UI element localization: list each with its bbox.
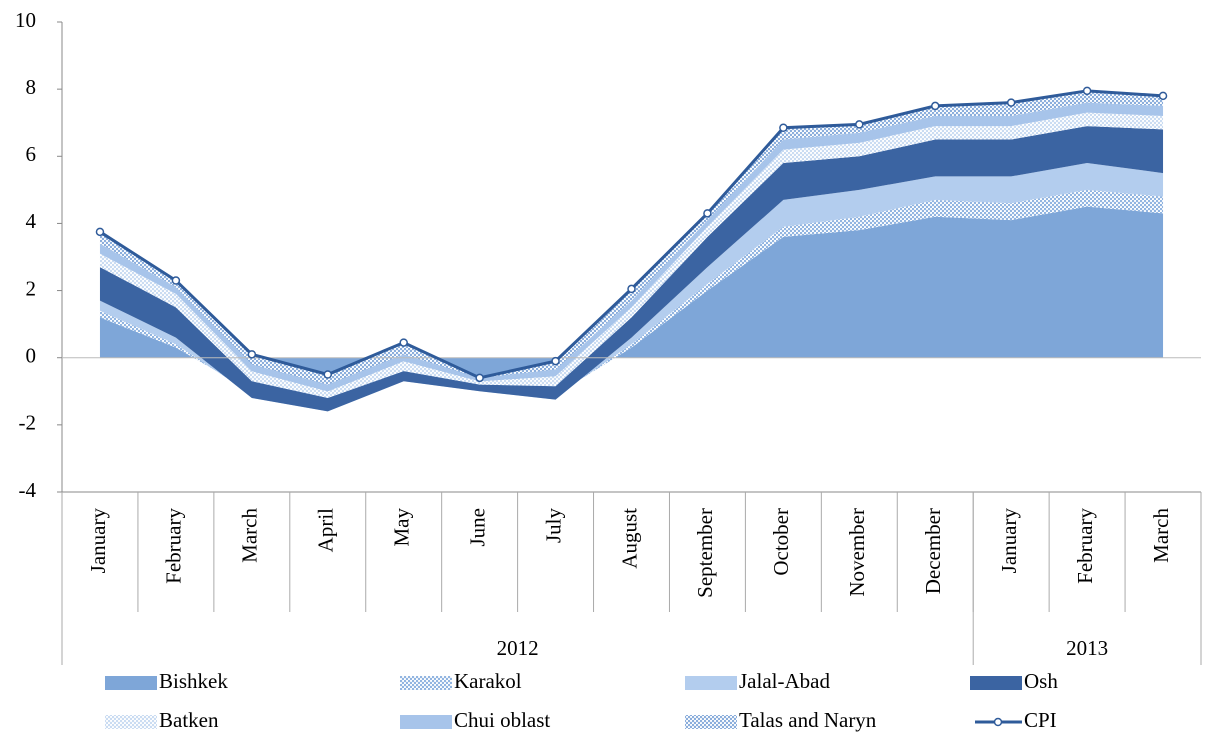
x-tick-label: December xyxy=(921,508,945,594)
legend-swatch xyxy=(105,715,157,729)
legend-label: Bishkek xyxy=(159,669,228,693)
legend-label: CPI xyxy=(1024,708,1057,732)
line-marker xyxy=(627,284,636,294)
y-tick-label: 8 xyxy=(26,75,37,99)
area xyxy=(99,206,1164,402)
legend-label: Jalal-Abad xyxy=(739,669,830,693)
line-marker xyxy=(399,338,408,347)
y-tick-label: 6 xyxy=(26,142,37,166)
area xyxy=(99,189,1164,405)
line-marker xyxy=(855,120,864,129)
line-marker xyxy=(323,370,333,379)
area xyxy=(99,126,1164,412)
x-tick-label: November xyxy=(845,508,869,597)
group-label: 2012 xyxy=(497,636,539,660)
x-tick-label: October xyxy=(769,508,793,576)
x-tick-label: July xyxy=(541,508,565,544)
line-marker xyxy=(475,373,484,383)
legend-label: Karakol xyxy=(454,669,522,693)
legend-swatch xyxy=(970,676,1022,690)
x-tick-label: March xyxy=(1149,508,1173,563)
line-marker xyxy=(1006,98,1016,107)
legend-swatch xyxy=(400,676,452,690)
line-marker xyxy=(779,123,788,132)
legend-swatch xyxy=(400,715,452,729)
line-marker xyxy=(551,356,560,366)
x-tick-label: May xyxy=(390,508,414,547)
y-tick-label: 2 xyxy=(26,276,37,300)
legend-swatch xyxy=(105,676,157,690)
legend-label: Batken xyxy=(159,708,219,732)
x-tick-label: February xyxy=(1073,508,1097,584)
x-tick-label: September xyxy=(693,508,717,598)
line-marker xyxy=(247,350,257,359)
legend-marker xyxy=(993,717,1003,727)
line-marker xyxy=(703,209,712,218)
y-tick-label: 4 xyxy=(26,209,37,233)
line-marker xyxy=(1082,86,1092,96)
y-tick-label: 0 xyxy=(26,344,37,368)
legend-swatch xyxy=(685,715,737,729)
legend-swatch xyxy=(685,676,737,690)
x-tick-label: February xyxy=(162,508,186,584)
x-tick-label: January xyxy=(86,508,110,574)
line-marker xyxy=(1158,91,1168,101)
x-tick-label: June xyxy=(465,508,489,547)
line-marker xyxy=(930,101,940,111)
line-marker xyxy=(171,276,181,285)
x-tick-label: August xyxy=(617,508,641,569)
legend-label: Osh xyxy=(1024,669,1058,693)
x-tick-label: March xyxy=(238,508,262,563)
area xyxy=(99,163,1164,412)
x-tick-label: April xyxy=(314,508,338,552)
line-marker xyxy=(95,227,105,237)
x-tick-label: January xyxy=(997,508,1021,574)
y-tick-label: -2 xyxy=(19,411,37,435)
y-tick-label: -4 xyxy=(19,478,37,502)
group-label: 2013 xyxy=(1066,636,1108,660)
y-tick-label: 10 xyxy=(15,8,36,32)
legend-label: Chui oblast xyxy=(454,708,550,732)
legend-label: Talas and Naryn xyxy=(739,708,877,732)
